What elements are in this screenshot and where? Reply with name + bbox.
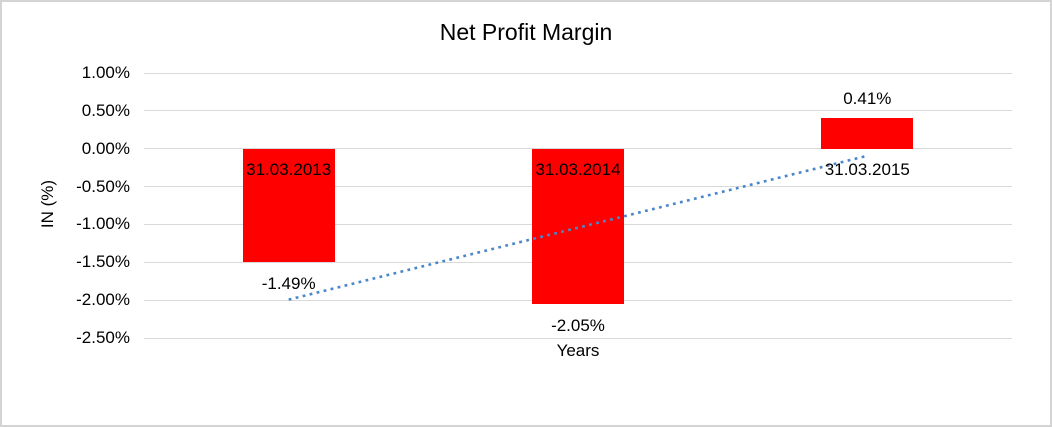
- y-axis-tick-label: 0.00%: [81, 138, 130, 158]
- y-axis-tick-label: -1.00%: [76, 214, 130, 234]
- data-label: -1.49%: [261, 273, 316, 293]
- category-label: 31.03.2013: [246, 159, 332, 179]
- category-label: 31.03.2015: [824, 159, 910, 179]
- y-axis-tick-label: -0.50%: [76, 176, 130, 196]
- chart-title: Net Profit Margin: [439, 19, 613, 45]
- bar-31.03.2015: [821, 117, 914, 149]
- y-axis-tick-label: -2.50%: [76, 328, 130, 347]
- data-label: 0.41%: [843, 88, 892, 108]
- y-axis-title: IN (%): [38, 179, 57, 229]
- data-label: -2.05%: [551, 315, 605, 335]
- y-axis-tick-label: 0.50%: [81, 100, 130, 120]
- gridline: [144, 110, 1012, 112]
- x-axis-title: Years: [556, 341, 600, 360]
- category-label: 31.03.2014: [535, 159, 621, 179]
- y-axis-tick-label: -1.50%: [76, 252, 130, 272]
- y-axis-tick-label: -2.00%: [76, 290, 130, 310]
- y-axis-tick-label: 1.00%: [81, 63, 130, 82]
- gridline: [144, 72, 1012, 74]
- gridline: [144, 337, 1012, 339]
